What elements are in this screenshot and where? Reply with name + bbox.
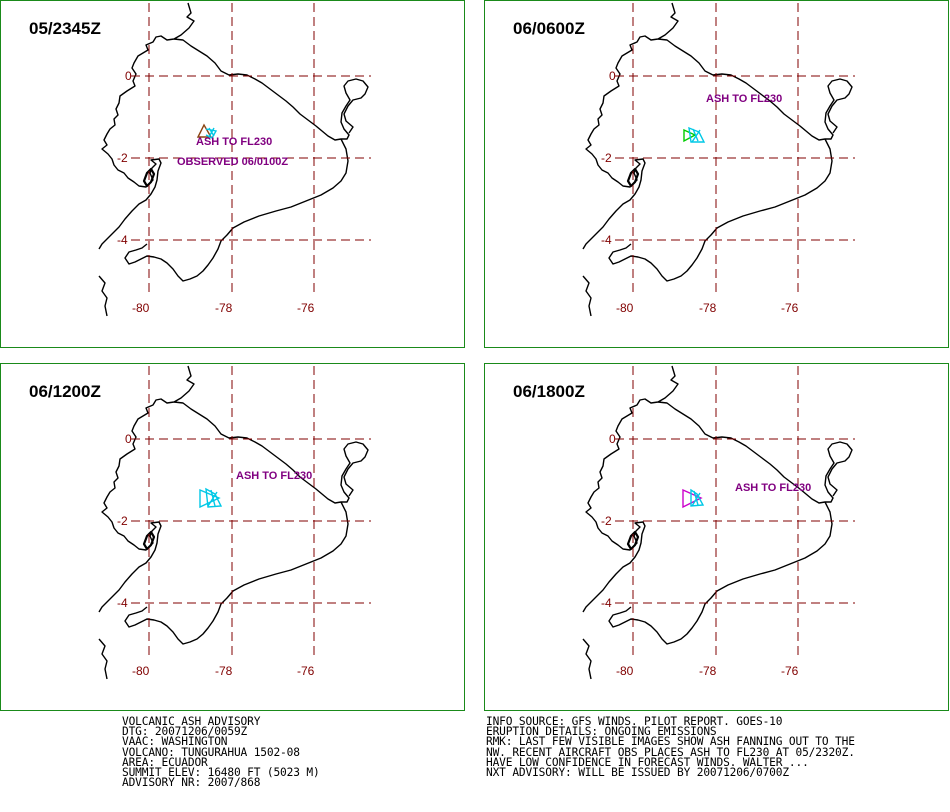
ash-label: ASH TO FL230	[236, 470, 312, 482]
map-svg: 0 -2 -4 -80 -78 -76 ASH TO FL230 OBSERVED 06/01…	[98, 2, 371, 317]
latitude-label: -4	[117, 596, 128, 610]
ash-label: OBSERVED 06/0100Z	[177, 156, 288, 168]
advisory-line: VOLCANIC ASH ADVISORY	[122, 715, 261, 728]
latitude-label: 0	[609, 432, 616, 446]
latitude-label: 0	[125, 69, 132, 83]
latitude-label: -2	[117, 151, 128, 165]
coastline	[608, 38, 853, 282]
longitude-label: -80	[132, 664, 150, 678]
ash-cloud-polygon	[196, 123, 213, 138]
advisory-line: VAAC: WASHINGTON	[122, 735, 228, 749]
ash-label: ASH TO FL230	[196, 136, 272, 148]
longitude-label: -78	[215, 301, 233, 315]
ash-cloud-polygon	[688, 126, 706, 143]
coastline	[582, 275, 592, 317]
latitude-label: -2	[601, 151, 612, 165]
latitude-label: -4	[601, 233, 612, 247]
coastline	[124, 401, 369, 645]
panel-valid-time: 06/1800Z	[513, 382, 585, 401]
advisory-line: RMK: LAST FEW VISIBLE IMAGES SHOW ASH FA…	[486, 735, 855, 749]
latitude-label: -2	[601, 514, 612, 528]
latitude-label: 0	[609, 69, 616, 83]
ash-cloud-polygon	[682, 488, 703, 509]
panel-valid-time: 06/1200Z	[29, 382, 101, 401]
advisory-header-right: INFO SOURCE: GFS WINDS. PILOT REPORT. GO…	[486, 715, 855, 779]
longitude-label: -76	[297, 301, 315, 315]
advisory-line: INFO SOURCE: GFS WINDS. PILOT REPORT. GO…	[486, 715, 783, 728]
coastline	[98, 638, 108, 680]
advisory-line: NXT ADVISORY: WILL BE ISSUED BY 20071206…	[486, 765, 789, 779]
island-outline	[626, 167, 640, 188]
map-svg: 0 -2 -4 -80 -78 -76 ASH TO FL230	[582, 365, 855, 680]
map-panel-3[interactable]: 0 -2 -4 -80 -78 -76 ASH TO FL230 06/1200Z	[0, 363, 465, 711]
advisory-line: DTG: 20071206/0059Z	[122, 725, 248, 739]
advisory-line: AREA: ECUADOR	[122, 755, 208, 769]
advisory-line: SUMMIT ELEV: 16480 FT (5023 M)	[122, 765, 320, 779]
island-outline	[142, 167, 156, 188]
ash-cloud-polygon	[205, 127, 218, 139]
map-svg: 0 -2 -4 -80 -78 -76 ASH TO FL230	[582, 2, 855, 317]
advisory-line: VOLCANO: TUNGURAHUA 1502-08	[122, 745, 300, 759]
map-panel-2[interactable]: 0 -2 -4 -80 -78 -76 ASH TO FL230 06/0600Z	[484, 0, 949, 348]
longitude-label: -76	[781, 301, 799, 315]
longitude-label: -78	[699, 301, 717, 315]
ash-cloud-polygon	[205, 487, 223, 508]
coastline	[98, 365, 195, 613]
coastline	[98, 275, 108, 317]
advisory-line: NW. RECENT AIRCRAFT OBS PLACES ASH TO FL…	[486, 745, 855, 759]
map-svg: 0 -2 -4 -80 -78 -76 ASH TO FL230	[98, 365, 371, 680]
coastline	[124, 38, 369, 282]
advisory-line: ADVISORY NR: 2007/868	[122, 776, 261, 790]
island-outline	[626, 530, 640, 551]
longitude-label: -80	[616, 664, 634, 678]
panel-valid-time: 05/2345Z	[29, 19, 101, 38]
latitude-label: -2	[117, 514, 128, 528]
latitude-label: -4	[601, 596, 612, 610]
advisory-line: ERUPTION DETAILS: ONGOING EMISSIONS	[486, 725, 717, 739]
coastline	[98, 2, 195, 250]
island-outline	[142, 530, 156, 551]
longitude-label: -80	[616, 301, 634, 315]
longitude-label: -78	[699, 664, 717, 678]
longitude-label: -80	[132, 301, 150, 315]
ash-cloud-polygon	[690, 488, 705, 507]
panel-valid-time: 06/0600Z	[513, 19, 585, 38]
ash-label: ASH TO FL230	[706, 93, 782, 105]
longitude-label: -76	[297, 664, 315, 678]
coastline	[582, 2, 679, 250]
coastline	[582, 365, 679, 613]
coastline	[608, 401, 853, 645]
coastline	[582, 638, 592, 680]
map-panel-1[interactable]: 0 -2 -4 -80 -78 -76 ASH TO FL230 OBSERVED 06/01…	[0, 0, 465, 348]
map-panel-4[interactable]: 0 -2 -4 -80 -78 -76 ASH TO FL230 06/1800Z	[484, 363, 949, 711]
latitude-label: -4	[117, 233, 128, 247]
advisory-line: HAVE LOW CONFIDENCE IN FORECAST WINDS. W…	[486, 755, 809, 769]
advisory-header-left: VOLCANIC ASH ADVISORY DTG: 20071206/0059Z…	[122, 715, 320, 790]
latitude-label: 0	[125, 432, 132, 446]
longitude-label: -78	[215, 664, 233, 678]
longitude-label: -76	[781, 664, 799, 678]
ash-label: ASH TO FL230	[735, 482, 811, 494]
